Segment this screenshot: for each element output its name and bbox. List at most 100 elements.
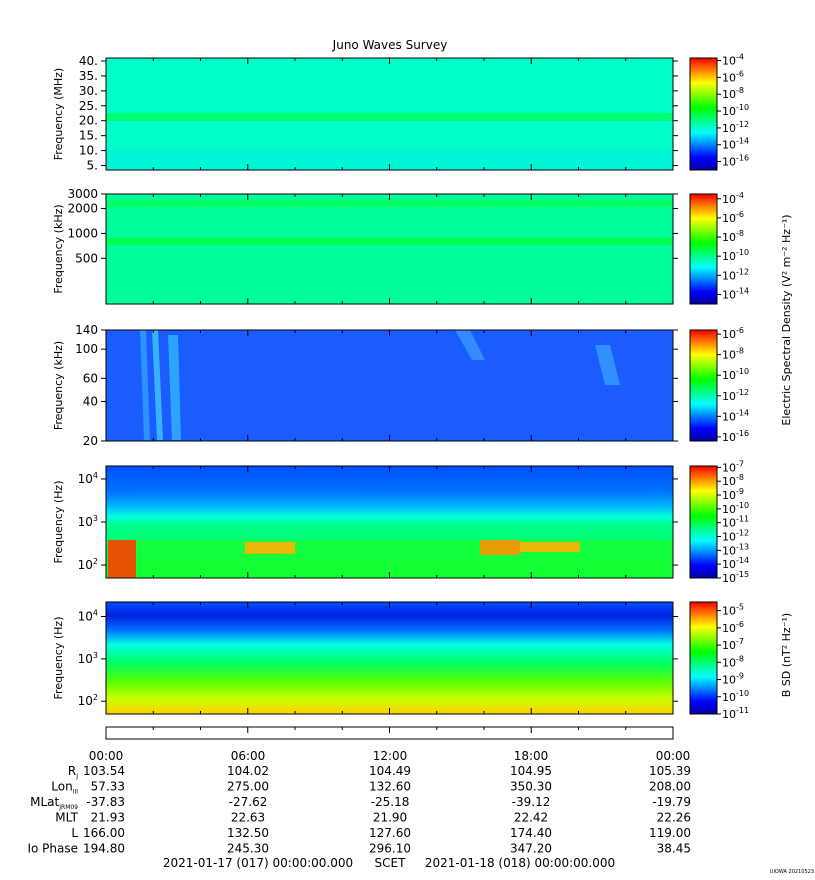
panel-1-axes: 5.10.15.20.25.30.35.40. Frequency (MHz): [52, 54, 678, 173]
panel-2-colorbar-label: 10-14: [722, 286, 749, 301]
panel-3-colorbar-label: 10-12: [722, 388, 749, 403]
ephemeris-value: 166.00: [83, 826, 125, 840]
ephemeris-value: 208.00: [649, 780, 691, 794]
ephemeris-value: 104.49: [369, 764, 411, 778]
ephemeris-value: 194.80: [83, 842, 125, 856]
panel-2-colorbar-label: 10-10: [722, 248, 749, 263]
panel-3-burst-3: [168, 335, 181, 440]
panel-5-colorbar-label: 10-7: [722, 637, 744, 652]
panel-3-colorbar-label: 10-14: [722, 408, 749, 423]
ephemeris-row-label: RJ: [68, 764, 78, 780]
figure-title: Juno Waves Survey: [332, 38, 448, 52]
panel-3-ytick-label: 60: [83, 371, 98, 385]
panel-5-colorbar-label: 10-11: [722, 706, 749, 721]
ephemeris-value: 104.02: [227, 764, 269, 778]
panel-4-left-burst: [108, 540, 136, 578]
ephemeris-row-label: Io Phase: [27, 842, 78, 856]
panel-2-ytick-label: 2000: [67, 202, 98, 216]
time-label: 06:00: [231, 749, 266, 763]
ephemeris-value: 22.26: [657, 811, 691, 825]
credit-stamp: UIOWA 20210523: [770, 869, 814, 875]
panel-4-ytick-label: 102: [78, 557, 98, 572]
ephemeris-value: 296.10: [369, 842, 411, 856]
panel-4-colorbar: 10-710-810-910-1010-1110-1210-1310-1410-…: [689, 459, 749, 585]
panel-3-burst-4: [455, 330, 485, 360]
panel-1-colorbar-label: 10-12: [722, 120, 749, 135]
panel-2-ytick-label: 500: [75, 251, 98, 265]
time-label: 00:00: [656, 749, 691, 763]
scet-label: SCET: [375, 856, 407, 870]
panel-1-ytick-label: 30.: [79, 84, 98, 98]
ephemeris-value: 21.93: [91, 811, 125, 825]
panel-1-ytick-label: 15.: [79, 129, 98, 143]
ephemeris-value: 347.20: [510, 842, 552, 856]
panel-5-colorbar-label: 10-10: [722, 689, 749, 704]
panel-2-ylabel: Frequency (kHz): [52, 204, 65, 293]
panel-5-spectrogram: [105, 601, 674, 715]
panel-2-colorbar-label: 10-8: [722, 229, 744, 244]
panel-5-ytick-label: 103: [78, 651, 98, 666]
panel-3-colorbar-label: 10-10: [722, 367, 749, 382]
ephemeris-value: 105.39: [649, 764, 691, 778]
time-label: 12:00: [373, 749, 408, 763]
ephemeris-value: -25.18: [371, 795, 410, 809]
panel-1-colorbar-label: 10-14: [722, 137, 749, 152]
time-label: 00:00: [89, 749, 124, 763]
panel-4-colorbar-label: 10-7: [722, 459, 744, 474]
panel-1-colorbar: 10-410-6 10-8 10-10 10-12 10-14 10-16: [689, 53, 749, 171]
panel-1-ytick-label: 35.: [79, 69, 98, 83]
panel-4-colorbar-label: 10-15: [722, 570, 749, 585]
ephemeris-value: 132.60: [369, 780, 411, 794]
ephemeris-value: 22.42: [514, 811, 548, 825]
panel-5-colorbar-bar: [689, 601, 718, 715]
panel-5-colorbar-label: 10-5: [722, 603, 744, 618]
panel-1-spectrogram: [105, 57, 674, 171]
panel-1-ytick-label: 40.: [79, 54, 98, 68]
ephemeris-table: 00:00 06:00 12:00 18:00 00:00 RJ 103.54 104.02 1…: [27, 749, 691, 856]
ephemeris-row-label: L: [71, 826, 78, 840]
cbar-bsd-label: B SD (nT² Hz⁻¹): [780, 613, 793, 697]
panel-1-colorbar-label: 10-16: [722, 154, 749, 169]
panel-5-background: [106, 602, 673, 714]
panel-2-spectrogram: [105, 193, 674, 305]
panel-3-ylabel: Frequency (kHz): [52, 341, 65, 430]
panel-4-ytick-label: 104: [78, 471, 98, 486]
ephemeris-value: 245.30: [227, 842, 269, 856]
panel-1-colorbar-label: 10-4: [722, 53, 744, 68]
panel-2-colorbar-label: 10-12: [722, 267, 749, 282]
cbar-electric-label: Electric Spectral Density (V² m⁻² Hz⁻¹): [780, 214, 793, 425]
panel-2-colorbar-bar: [689, 193, 718, 305]
panel-5-ytick-label: 104: [78, 609, 98, 624]
panel-2-colorbar-label: 10-4: [722, 191, 744, 206]
panel-3-ytick-label: 100: [75, 342, 98, 356]
panel-4-colorbar-label: 10-8: [722, 473, 744, 488]
ephemeris-value: 103.54: [83, 764, 125, 778]
panel-5-ylabel: Frequency (Hz): [52, 617, 65, 700]
panel-4-spectrogram: [105, 465, 674, 579]
panel-1-colorbar-label: 10-8: [722, 86, 744, 101]
ephemeris-value: -39.12: [512, 795, 551, 809]
ephemeris-value: 57.33: [91, 780, 125, 794]
scet-start: 2021-01-17 (017) 00:00:00.000: [163, 856, 353, 870]
panel-5-colorbar-label: 10-9: [722, 672, 744, 687]
panel-4-burst-c: [520, 542, 580, 552]
ephemeris-value: 21.90: [373, 811, 407, 825]
ephemeris-row-label: MLT: [55, 811, 78, 825]
panel-4-colorbar-label: 10-13: [722, 542, 749, 557]
panel-4-colorbar-bar: [689, 465, 718, 579]
ephemeris-value: 22.63: [231, 811, 265, 825]
panel-4-ytick-label: 103: [78, 514, 98, 529]
panel-3-ytick-label: 40: [83, 394, 98, 408]
panel-1-ytick-label: 10.: [79, 144, 98, 158]
panel-2-colorbar: 10-4 10-6 10-8 10-10 10-12 10-14: [689, 191, 749, 305]
panel-4-ylabel: Frequency (Hz): [52, 481, 65, 564]
panel-3-axes: 20 40 60 100 140 Frequency (kHz): [52, 323, 678, 448]
panel-1-band-21mhz: [106, 113, 673, 121]
ephemeris-value: -37.83: [86, 795, 125, 809]
panel-2-band-2300khz: [106, 200, 673, 207]
ephemeris-value: 350.30: [510, 780, 552, 794]
panel-3-colorbar: 10-6 10-8 10-10 10-12 10-14 10-16: [689, 326, 749, 444]
panel-2-band-800khz: [106, 238, 673, 245]
